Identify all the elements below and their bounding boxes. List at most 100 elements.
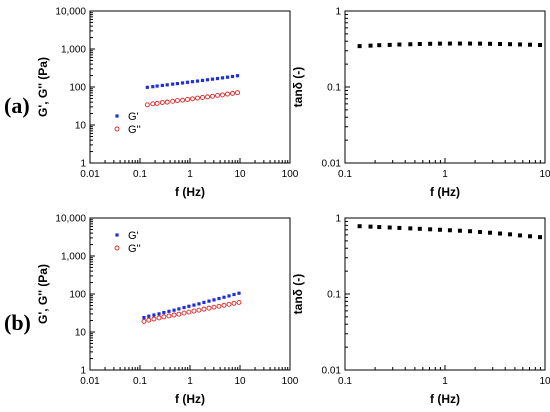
data-point (437, 41, 442, 46)
data-point (428, 41, 433, 46)
y-tick-label: 1 (335, 7, 341, 18)
data-point (417, 226, 422, 231)
data-point (187, 304, 191, 308)
x-tick-label: 0.1 (133, 376, 147, 387)
data-point (468, 41, 473, 46)
data-point (206, 305, 212, 311)
data-point (216, 303, 222, 309)
data-point (227, 294, 231, 298)
data-point (146, 317, 152, 323)
data-point (192, 303, 196, 307)
data-point (176, 311, 182, 317)
data-point (161, 314, 167, 320)
data-point (155, 84, 159, 88)
data-point (167, 309, 171, 313)
data-point (508, 42, 513, 47)
data-point (478, 41, 483, 46)
data-point (217, 296, 221, 301)
data-point (197, 302, 201, 306)
series-1 (145, 74, 240, 89)
data-point (508, 232, 513, 237)
data-point (150, 101, 156, 107)
legend-marker (115, 114, 119, 118)
x-tick-label: 1 (187, 169, 193, 180)
data-point (157, 312, 161, 316)
y-tick-label: 0.1 (327, 83, 341, 94)
x-tick-label: 1 (187, 376, 193, 387)
data-point (159, 100, 165, 105)
legend-marker (114, 126, 120, 132)
chart-3: 0.01 0.1 1 10 100 1 10 100 1,000 10,000 f (Hz) G', … (36, 214, 299, 407)
data-point (498, 41, 503, 46)
plot-frame (89, 10, 291, 164)
y-tick-label: 100 (69, 83, 86, 94)
data-point (517, 233, 522, 238)
data-point (190, 96, 195, 102)
series-2 (141, 299, 242, 324)
y-tick-label: 0.1 (327, 290, 341, 301)
legend-label: G'' (128, 124, 141, 136)
data-point (230, 74, 235, 79)
data-point (222, 295, 226, 299)
x-tick-label: 0.1 (338, 169, 352, 180)
data-point (236, 299, 242, 305)
legend-label: G'' (128, 243, 141, 255)
y-tick-label: 1 (80, 366, 86, 377)
x-tick-label: 0.01 (80, 169, 100, 180)
legend: G'G'' (114, 111, 141, 136)
data-point (196, 307, 202, 313)
data-point (182, 305, 186, 310)
y-axis-label: tanδ (-) (291, 274, 305, 315)
data-point (220, 92, 225, 98)
data-point (225, 91, 230, 97)
chart-4: 0.1 1 100.010.11f (Hz)tanδ (-) (291, 214, 550, 407)
y-tick-label: 1 (335, 214, 341, 225)
data-point (478, 229, 483, 234)
data-point (156, 315, 162, 321)
data-point (144, 102, 150, 108)
chart-1: 0.01 0.1 1 10 100 1 10 100 1,000 10,000 f (Hz) G', … (36, 7, 299, 200)
data-point (221, 302, 227, 308)
data-point (237, 291, 241, 295)
panel-label-b: (b) (4, 310, 31, 335)
data-point (437, 227, 442, 232)
data-point (528, 234, 533, 239)
series-1 (142, 291, 241, 320)
data-point (387, 225, 392, 230)
x-tick-label: 10 (539, 169, 550, 180)
data-point (517, 42, 522, 47)
data-point (151, 85, 155, 89)
data-point (164, 99, 170, 105)
data-point (231, 300, 237, 306)
plot-frame (344, 217, 546, 371)
data-point (154, 100, 160, 106)
data-point (142, 315, 146, 320)
data-point (457, 41, 462, 46)
data-point (207, 299, 211, 303)
data-point (201, 306, 207, 312)
data-point (177, 307, 181, 311)
data-point (185, 80, 190, 84)
y-tick-label: 0.01 (322, 366, 342, 377)
data-point (160, 83, 164, 88)
data-point (200, 78, 205, 83)
x-tick-label: 0.1 (133, 169, 147, 180)
x-tick-label: 1 (442, 169, 448, 180)
x-tick-label: 10 (539, 376, 550, 387)
y-tick-label: 10 (75, 121, 87, 132)
series-1 (357, 41, 542, 49)
x-tick-label: 100 (282, 376, 299, 387)
x-axis-label: f (Hz) (175, 185, 205, 199)
legend-label: G' (128, 230, 139, 242)
data-point (205, 94, 210, 100)
legend-label: G' (128, 111, 139, 123)
panel-label-a: (a) (4, 93, 30, 118)
data-point (210, 93, 215, 99)
data-point (528, 42, 533, 47)
y-tick-label: 0.01 (322, 159, 342, 170)
data-point (191, 308, 197, 314)
data-point (397, 42, 402, 47)
data-point (220, 76, 225, 80)
data-point (368, 224, 373, 229)
